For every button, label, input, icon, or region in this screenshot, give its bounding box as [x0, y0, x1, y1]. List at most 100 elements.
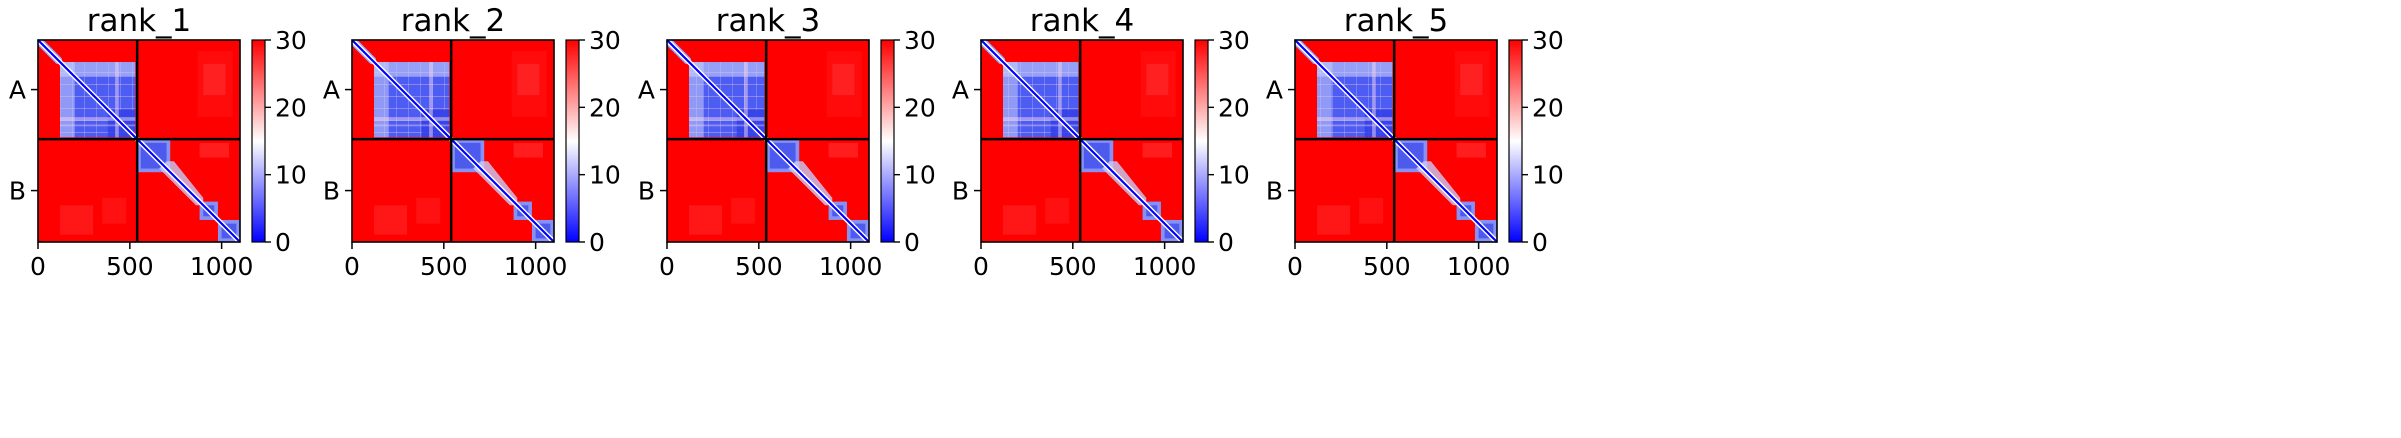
offdiag-band: [828, 142, 858, 158]
offdiag-band: [832, 63, 855, 96]
offdiag-band: [1140, 51, 1176, 118]
y-tick-label: A: [9, 76, 26, 105]
x-tick-label: 0: [1287, 252, 1303, 281]
colorbar-tick-label: 0: [1532, 228, 1548, 257]
offdiag-band: [1359, 197, 1384, 224]
colorbar: [566, 40, 579, 242]
offdiag-band: [513, 142, 543, 158]
colorbar-tick-label: 10: [589, 161, 621, 190]
block-chain-a-stripe: [1372, 62, 1376, 138]
colorbar-tick-label: 20: [275, 93, 307, 122]
x-tick-label: 1000: [819, 252, 883, 281]
offdiag-band: [197, 51, 233, 118]
block-chain-a-stripe: [115, 62, 119, 138]
panel-title: rank_4: [1030, 3, 1135, 39]
heatmap-frame: [980, 39, 1184, 243]
x-tick-label: 500: [1363, 252, 1411, 281]
offdiag-band: [416, 197, 441, 224]
offdiag-band: [731, 197, 756, 224]
block-chain-a-stripe: [744, 62, 748, 138]
x-tick-label: 1000: [1447, 252, 1511, 281]
y-tick-label: A: [1266, 76, 1283, 105]
offdiag-band: [1142, 142, 1172, 158]
y-tick-label: A: [952, 76, 969, 105]
colorbar-tick-label: 0: [904, 228, 920, 257]
main-diagonal: [351, 39, 555, 243]
colorbar-frame: [1194, 39, 1209, 243]
x-tick-label: 1000: [1133, 252, 1197, 281]
x-tick-label: 0: [973, 252, 989, 281]
y-tick-label: B: [952, 177, 969, 206]
colorbar-tick-label: 30: [1218, 26, 1250, 55]
y-tick-label: A: [323, 76, 340, 105]
colorbar-frame: [251, 39, 266, 243]
colorbar: [1509, 40, 1522, 242]
offdiag-band: [1045, 197, 1070, 224]
offdiag-band: [102, 197, 127, 224]
block-chain-a-stripe: [1003, 117, 1079, 121]
block-chain-a-stripe: [1003, 124, 1079, 127]
offdiag-band: [1454, 51, 1490, 118]
colorbar-tick-label: 10: [1218, 161, 1250, 190]
colorbar-tick-label: 30: [904, 26, 936, 55]
x-tick-label: 1000: [504, 252, 568, 281]
offdiag-band: [1456, 142, 1486, 158]
heatmap-panel-5: rank_5 A B 0 500 1000 0 10 20 30: [1266, 3, 1564, 281]
x-tick-label: 0: [344, 252, 360, 281]
block-chain-a-stripe: [374, 117, 450, 121]
x-tick-label: 1000: [190, 252, 254, 281]
main-diagonal: [1294, 39, 1498, 243]
colorbar-frame: [565, 39, 580, 243]
colorbar: [1195, 40, 1208, 242]
colorbar-frame: [1508, 39, 1523, 243]
colorbar-tick-label: 10: [904, 161, 936, 190]
offdiag-band: [826, 51, 862, 118]
panel-title: rank_3: [716, 3, 821, 39]
block-chain-a-stripe: [60, 124, 136, 127]
x-tick-label: 500: [106, 252, 154, 281]
colorbar-tick-label: 30: [1532, 26, 1564, 55]
block-chain-a-stripe: [1317, 124, 1393, 127]
main-diagonal: [666, 39, 870, 243]
y-tick-label: B: [1266, 177, 1283, 206]
colorbar-tick-label: 30: [589, 26, 621, 55]
offdiag-band: [374, 205, 408, 235]
heatmap-panel-2: rank_2 A B 0 500 1000 0 10 20 30: [323, 3, 621, 281]
x-tick-label: 500: [1049, 252, 1097, 281]
offdiag-band: [1460, 63, 1483, 96]
colorbar-frame: [880, 39, 895, 243]
heatmap-frame: [37, 39, 241, 243]
colorbar-tick-label: 20: [1532, 93, 1564, 122]
colorbar-tick-label: 0: [589, 228, 605, 257]
offdiag-band: [203, 63, 226, 96]
x-tick-label: 0: [659, 252, 675, 281]
y-tick-label: B: [323, 177, 340, 206]
block-chain-a-stripe: [1317, 117, 1393, 121]
main-diagonal: [980, 39, 1184, 243]
heatmap-panel-3: rank_3 A B 0 500 1000 0 10 20 30: [638, 3, 936, 281]
block-chain-a-stripe: [689, 124, 765, 127]
heatmap-frame: [351, 39, 555, 243]
colorbar-tick-label: 20: [904, 93, 936, 122]
colorbar: [252, 40, 265, 242]
offdiag-band: [60, 205, 94, 235]
offdiag-band: [1003, 205, 1037, 235]
colorbar-tick-label: 0: [1218, 228, 1234, 257]
colorbar-tick-label: 20: [1218, 93, 1250, 122]
offdiag-band: [517, 63, 540, 96]
y-tick-label: B: [638, 177, 655, 206]
y-tick-label: B: [9, 177, 26, 206]
heatmap-panel-4: rank_4 A B 0 500 1000 0 10 20 30: [952, 3, 1250, 281]
x-tick-label: 500: [735, 252, 783, 281]
panel-title: rank_5: [1344, 3, 1449, 39]
offdiag-band: [1146, 63, 1169, 96]
panel-title: rank_1: [87, 3, 192, 39]
colorbar-tick-label: 10: [1532, 161, 1564, 190]
block-chain-a-stripe: [689, 117, 765, 121]
colorbar-tick-label: 30: [275, 26, 307, 55]
heatmap-frame: [1294, 39, 1498, 243]
offdiag-band: [689, 205, 723, 235]
colorbar-tick-label: 0: [275, 228, 291, 257]
x-tick-label: 0: [30, 252, 46, 281]
